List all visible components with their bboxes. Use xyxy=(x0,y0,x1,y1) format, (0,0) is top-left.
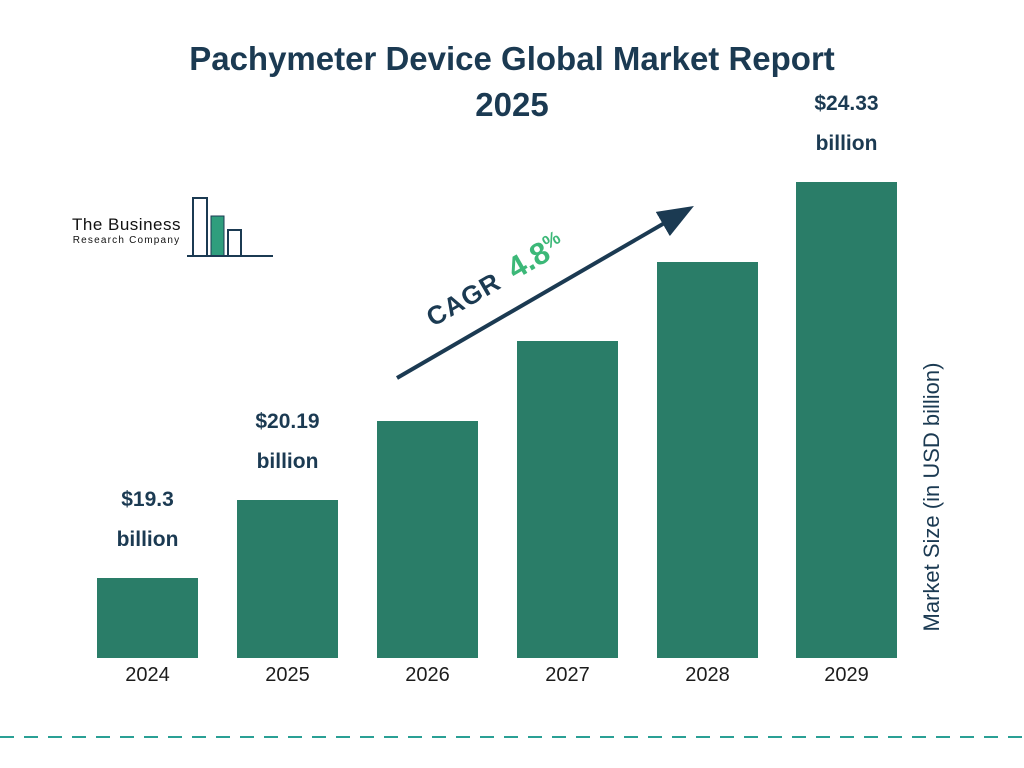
company-name: The Business xyxy=(72,215,181,234)
bottom-dashed-divider xyxy=(0,736,1024,738)
bar-value-line2: billion xyxy=(815,132,878,156)
logo-bar-chart-icon xyxy=(187,197,273,257)
x-axis-label: 2024 xyxy=(125,664,170,686)
bar-column: $20.19 billion 2025 xyxy=(237,0,338,768)
x-axis-label: 2026 xyxy=(405,664,450,686)
company-logo-text: The Business Research Company xyxy=(72,215,181,260)
bar xyxy=(377,421,478,658)
bar-column: 2027 xyxy=(517,0,618,768)
x-axis-label: 2029 xyxy=(824,664,869,686)
title-line1: Pachymeter Device Global Market Report xyxy=(189,40,835,77)
trend-arrow xyxy=(395,205,694,380)
company-subname: Research Company xyxy=(72,235,181,246)
bar-column: $19.3 billion 2024 xyxy=(97,0,198,768)
bar xyxy=(97,578,198,658)
bar xyxy=(517,341,618,658)
bar-value-label: $24.33 billion xyxy=(766,84,927,164)
y-axis-label: Market Size (in USD billion) xyxy=(919,362,944,632)
bar-value-line1: $24.33 xyxy=(814,92,879,116)
bar xyxy=(796,182,897,658)
bar-column: 2028 xyxy=(657,0,758,768)
bar-column: $24.33 billion 2029 xyxy=(796,0,897,768)
title-line2: 2025 xyxy=(475,85,549,123)
bar xyxy=(657,262,758,658)
bar-value-line1: $20.19 xyxy=(255,410,320,434)
bar-value-line1: $19.3 xyxy=(121,488,174,512)
x-axis-label: 2028 xyxy=(685,664,730,686)
bar-value-label: $20.19 billion xyxy=(207,402,368,482)
bar-column: 2026 xyxy=(377,0,478,768)
x-axis-label: 2025 xyxy=(265,664,310,686)
page-title: Pachymeter Device Global Market Report 2… xyxy=(0,36,1024,127)
x-axis-label: 2027 xyxy=(545,664,590,686)
company-logo: The Business Research Company xyxy=(72,196,273,260)
bar-value-label: $19.3 billion xyxy=(67,480,228,560)
bar xyxy=(237,500,338,658)
bar-value-line2: billion xyxy=(116,528,179,552)
bar-value-line2: billion xyxy=(256,450,319,474)
